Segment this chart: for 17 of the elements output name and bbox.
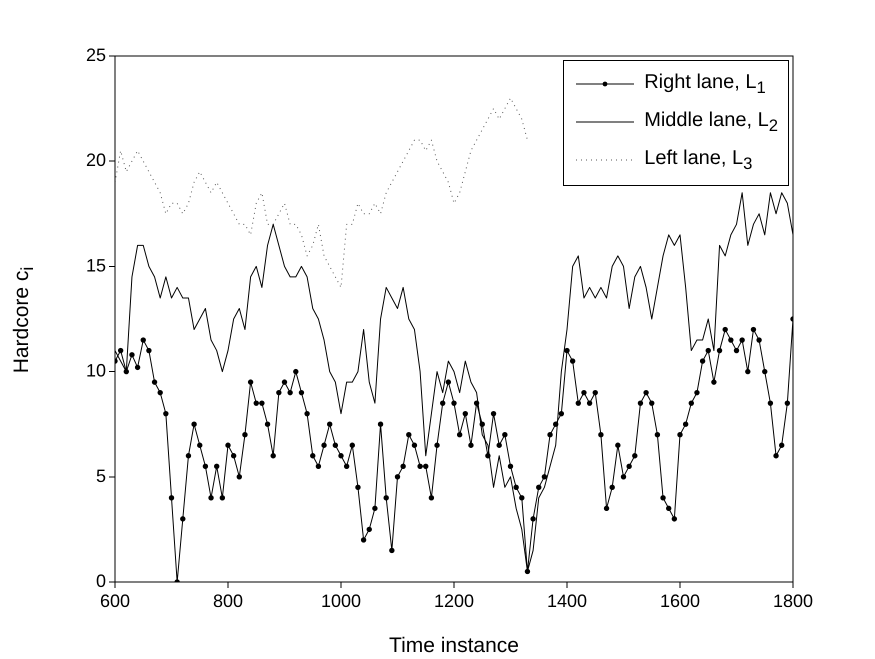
x-tick-label: 1400: [546, 590, 588, 611]
legend-label: Right lane, L$_{1}$: [644, 70, 766, 98]
y-tick-label: 0: [96, 570, 106, 591]
x-tick-label: 1200: [434, 590, 474, 611]
x-axis-title: Time instance: [389, 634, 519, 658]
y-tick-label: 5: [96, 466, 106, 486]
legend-label: Left lane, L$_{3}$: [644, 146, 752, 174]
x-tick-label: 600: [100, 590, 130, 611]
y-tick-label: 20: [86, 150, 106, 170]
x-tick-label: 1000: [320, 590, 362, 611]
y-tick-label: 25: [86, 44, 106, 65]
y-tick-label: 10: [86, 360, 106, 381]
x-tick-label: 800: [212, 590, 244, 611]
x-tick-label: 1600: [660, 590, 700, 611]
x-tick-label: 1800: [772, 590, 814, 611]
y-tick-label: 15: [86, 255, 106, 276]
legend-label: Middle lane, L$_{2}$: [644, 108, 778, 136]
